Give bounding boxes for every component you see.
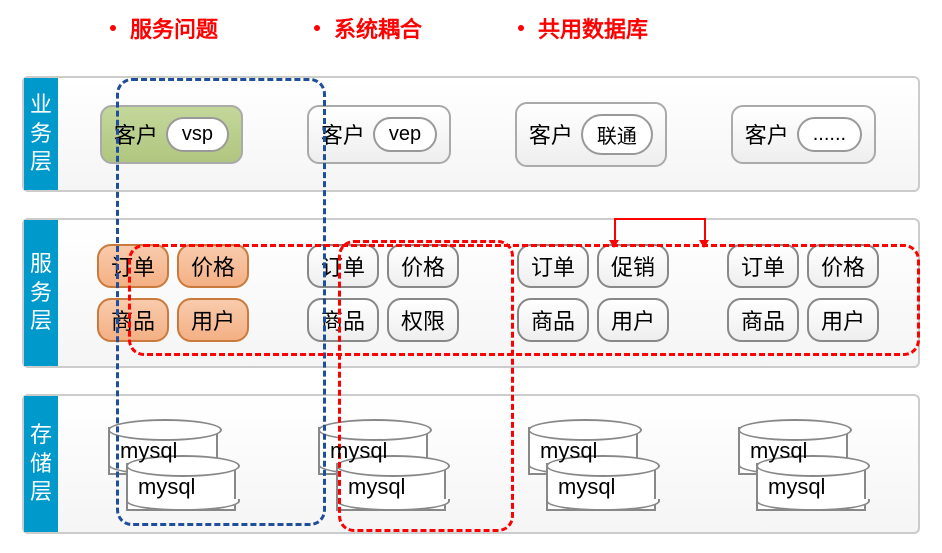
db-label: mysql (348, 474, 405, 500)
db-label: mysql (750, 438, 807, 464)
layer-title: 服务层 (30, 250, 52, 336)
db-label: mysql (768, 474, 825, 500)
arrowhead-icon (609, 240, 619, 248)
svc-group-3: 订单 促销 商品 用户 (517, 244, 669, 342)
db-stack-4: mysql mysql (738, 419, 868, 509)
service-content: 订单 价格 商品 用户 订单 价格 商品 权限 订单 促销 商品 用户 订单 价… (58, 220, 918, 366)
label-text: 系统耦合 (334, 12, 422, 44)
db-label: mysql (540, 438, 597, 464)
bullet-icon (110, 25, 116, 31)
db-stack-1: mysql mysql (108, 419, 238, 509)
top-label-row: 服务问题 系统耦合 共用数据库 (0, 12, 942, 44)
label-text: 服务问题 (130, 12, 218, 44)
customer-label: 客户 (529, 118, 573, 150)
label-coupling: 系统耦合 (314, 12, 422, 44)
db-label: mysql (138, 474, 195, 500)
channel-pill: vsp (166, 117, 229, 152)
svc-pill: 用户 (177, 298, 249, 342)
label-shared-db: 共用数据库 (518, 12, 648, 44)
biz-box-more: 客户 ...... (731, 105, 876, 164)
db-stack-3: mysql mysql (528, 419, 658, 509)
business-layer: 业务层 客户 vsp 客户 vep 客户 联通 客户 ...... (22, 76, 920, 192)
svc-pill: 订单 (517, 244, 589, 288)
layer-title: 业务层 (30, 91, 52, 177)
svc-pill: 商品 (307, 298, 379, 342)
service-layer: 服务层 订单 价格 商品 用户 订单 价格 商品 权限 订单 促销 商品 用户 … (22, 218, 920, 368)
svc-pill: 商品 (517, 298, 589, 342)
customer-label: 客户 (745, 118, 789, 150)
svc-pill: 价格 (807, 244, 879, 288)
db-stack-2: mysql mysql (318, 419, 448, 509)
layer-tab: 业务层 (24, 78, 58, 190)
db-cylinder: mysql (126, 463, 236, 511)
svc-pill: 订单 (97, 244, 169, 288)
layer-tab: 服务层 (24, 220, 58, 366)
svc-pill: 权限 (387, 298, 459, 342)
layer-tab: 存储层 (24, 396, 58, 532)
db-label: mysql (558, 474, 615, 500)
svc-group-4: 订单 价格 商品 用户 (727, 244, 879, 342)
label-service-issue: 服务问题 (110, 12, 218, 44)
svc-pill: 商品 (727, 298, 799, 342)
db-cylinder: mysql (546, 463, 656, 511)
channel-pill: 联通 (581, 114, 653, 155)
db-cylinder: mysql (756, 463, 866, 511)
biz-box-unicom: 客户 联通 (515, 102, 667, 167)
arrowhead-icon (699, 240, 709, 248)
db-label: mysql (330, 438, 387, 464)
svc-pill: 用户 (597, 298, 669, 342)
storage-content: mysql mysql mysql mysql mysql mysql mysq… (58, 396, 918, 532)
svc-pill: 价格 (177, 244, 249, 288)
customer-label: 客户 (114, 118, 158, 150)
storage-layer: 存储层 mysql mysql mysql mysql mysql mysql … (22, 394, 920, 534)
svc-group-2: 订单 价格 商品 权限 (307, 244, 459, 342)
svc-pill: 订单 (307, 244, 379, 288)
layer-title: 存储层 (30, 421, 52, 507)
svc-pill: 用户 (807, 298, 879, 342)
business-content: 客户 vsp 客户 vep 客户 联通 客户 ...... (58, 78, 918, 190)
label-text: 共用数据库 (538, 12, 648, 44)
biz-box-vsp: 客户 vsp (100, 105, 243, 164)
db-cylinder: mysql (336, 463, 446, 511)
bullet-icon (314, 25, 320, 31)
svc-pill: 订单 (727, 244, 799, 288)
svc-pill: 商品 (97, 298, 169, 342)
channel-pill: vep (373, 117, 437, 152)
db-label: mysql (120, 438, 177, 464)
bullet-icon (518, 25, 524, 31)
svc-pill: 促销 (597, 244, 669, 288)
channel-pill: ...... (797, 117, 862, 152)
svc-group-1: 订单 价格 商品 用户 (97, 244, 249, 342)
biz-box-vep: 客户 vep (307, 105, 451, 164)
svc-pill: 价格 (387, 244, 459, 288)
customer-label: 客户 (321, 118, 365, 150)
